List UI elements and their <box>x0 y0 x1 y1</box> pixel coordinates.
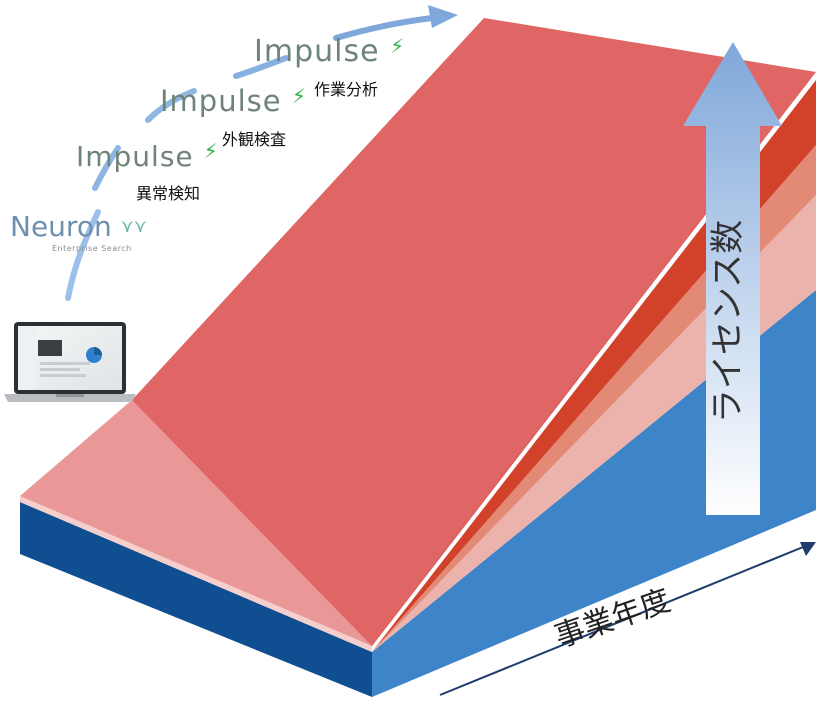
impulse-logo-3: Impulse ⚡ <box>254 34 405 69</box>
stripe-red <box>372 80 816 652</box>
neuron-logo: Neuron ⋎⋎ <box>10 210 147 243</box>
base-front-face <box>20 502 372 697</box>
lightning-icon: ⚡ <box>203 139 219 163</box>
main-red-slope <box>132 18 816 646</box>
base-edge-strip <box>20 496 372 652</box>
neuron-logo-subtitle: Enterprise Search <box>52 244 132 253</box>
up-arrow-icon <box>683 42 782 515</box>
main-red-slope-shade <box>372 72 816 646</box>
laptop-icon <box>4 322 136 402</box>
impulse-logo-1: Impulse ⚡ <box>76 139 219 173</box>
y-axis-label-text: ライセンス数 <box>708 219 749 423</box>
lightning-icon: ⚡ <box>291 84 307 108</box>
y-axis-label: ライセンス数 <box>680 196 770 446</box>
impulse-logo-2: Impulse ⚡ <box>160 84 307 118</box>
blue-side-face <box>372 290 816 697</box>
caption-work-analysis: 作業分析 <box>314 80 379 99</box>
x-axis-line <box>439 544 809 696</box>
neuron-logo-text: Neuron <box>10 210 112 243</box>
caption-anomaly-detection: 異常検知 <box>136 184 201 203</box>
growth-curve-arrow-icon <box>65 5 458 301</box>
lightning-icon: ⚡ <box>390 34 406 58</box>
neuron-logo-icon: ⋎⋎ <box>120 216 147 237</box>
x-axis-arrowhead <box>800 542 816 556</box>
impulse-logo-text: Impulse <box>76 140 194 173</box>
caption-visual-inspection: 外観検査 <box>222 130 287 149</box>
impulse-logo-text: Impulse <box>254 34 380 69</box>
impulse-logo-text: Impulse <box>160 84 282 118</box>
